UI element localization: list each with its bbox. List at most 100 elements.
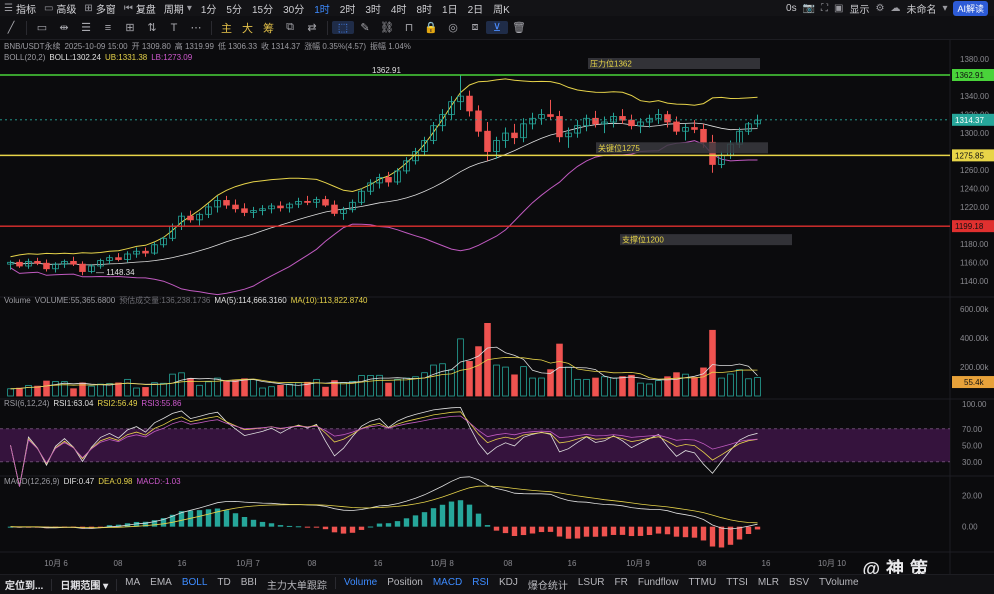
copy-tool-icon[interactable]: ⧉: [286, 21, 294, 33]
timeframe-6[interactable]: 3时: [365, 4, 381, 16]
indicator-7[interactable]: Position: [387, 577, 423, 588]
volume-bar: [88, 385, 95, 397]
indicator-16[interactable]: TTSI: [726, 577, 748, 588]
indicator-8[interactable]: MACD: [432, 577, 463, 588]
camera-icon[interactable]: 📷: [802, 2, 816, 14]
timeframe-2[interactable]: 15分: [251, 4, 274, 16]
volume-bar: [736, 369, 743, 397]
goto-button[interactable]: 定位到...: [5, 581, 44, 592]
volume-ma5: MA(5):114,666.3160: [214, 296, 287, 305]
volume-bar: [466, 361, 473, 397]
time-tick-label: 16: [374, 559, 383, 568]
indicators-button[interactable]: ☰ 指标: [4, 2, 36, 16]
indicator-4[interactable]: BBI: [240, 577, 257, 588]
timeframe-0[interactable]: 1分: [200, 4, 217, 16]
rsi-band: [0, 428, 950, 462]
indicator-15[interactable]: TTMU: [688, 577, 717, 588]
macd-tick-label: 20.00: [962, 492, 983, 501]
indicator-3[interactable]: TD: [217, 577, 231, 588]
macd-histogram-bar: [466, 504, 473, 527]
indicator-2[interactable]: BOLL: [181, 577, 208, 588]
candle-body: [457, 95, 464, 103]
line-tool-icon[interactable]: ╱: [7, 22, 15, 34]
indicator-11[interactable]: 爆仓统计: [527, 581, 568, 592]
timeframe-list: 1分 5分 15分 30分 1时 2时 3时 4时 8时 1日 2日 周K: [196, 1, 515, 16]
timeframe-5[interactable]: 2时: [339, 4, 356, 16]
timeframe-9[interactable]: 1日: [442, 4, 458, 16]
ruler-tool-icon[interactable]: ⊞: [125, 22, 135, 34]
volume-bar: [277, 385, 284, 397]
volume-bar: [430, 364, 437, 397]
macd-histogram-bar: [583, 526, 590, 537]
indicator-0[interactable]: MA: [125, 577, 141, 588]
candle-body: [286, 203, 293, 209]
volume-bar: [25, 385, 32, 397]
volume-bar: [331, 380, 338, 397]
rectangle-tool-icon[interactable]: ▭: [36, 22, 48, 34]
volume-bar: [34, 385, 41, 397]
layers-tool-icon[interactable]: ⧈: [471, 21, 479, 33]
fib-levels-tool-icon[interactable]: ≡: [104, 21, 112, 34]
level-tag-text-support: 1199.18: [955, 222, 984, 231]
indicator-5[interactable]: 主力大单跟踪: [266, 581, 327, 592]
timeframe-8[interactable]: 8时: [416, 4, 433, 16]
link-tool-icon[interactable]: ⛓: [380, 22, 394, 34]
pen-tool-icon[interactable]: ✎: [360, 22, 370, 34]
filter-tool-icon[interactable]: ⊻: [486, 21, 508, 34]
fibonacci-tool-icon[interactable]: ☰: [81, 22, 91, 34]
indicator-9[interactable]: RSI: [472, 577, 489, 588]
candle-body: [250, 210, 257, 213]
macd-histogram-bar: [502, 526, 509, 534]
indicator-13[interactable]: FR: [614, 577, 628, 588]
timeframe-4[interactable]: 1时: [314, 4, 330, 16]
display-button[interactable]: 显示: [849, 4, 870, 16]
macd-histogram-bar: [601, 526, 608, 537]
layout-name[interactable]: 未命名: [906, 4, 937, 16]
time-tick-label: 10月 9: [626, 559, 650, 568]
indicator-19[interactable]: TVolume: [819, 577, 859, 588]
text-tool-icon[interactable]: T: [170, 21, 178, 34]
chart-area[interactable]: 1380.001340.001320.001300.001260.001240.…: [0, 40, 994, 574]
indicator-1[interactable]: EMA: [150, 577, 172, 588]
annotation-text-key: 关键位1275: [598, 143, 640, 153]
main-force-tool[interactable]: 主: [221, 22, 232, 35]
settings-icon[interactable]: ⚙: [875, 2, 885, 14]
horizontal-line-tool-icon[interactable]: ⇹: [59, 22, 69, 34]
multi-window-button[interactable]: ⊞ 多窗: [84, 2, 116, 16]
cloud-icon[interactable]: ☁: [890, 2, 901, 14]
macd-histogram-bar: [196, 510, 203, 527]
volume-bar: [169, 373, 176, 397]
indicator-6[interactable]: Volume: [343, 577, 378, 588]
indicator-10[interactable]: KDJ: [498, 577, 518, 588]
indicator-12[interactable]: LSUR: [577, 577, 605, 588]
chips-tool[interactable]: 筹: [263, 22, 274, 35]
indicator-14[interactable]: Fundflow: [637, 577, 679, 588]
timeframe-11[interactable]: 周K: [493, 4, 510, 16]
advanced-button[interactable]: ▭ 高级: [43, 2, 77, 16]
compare-tool-icon[interactable]: ⇄: [307, 22, 317, 34]
period-dropdown[interactable]: 周期 ▾: [163, 2, 192, 16]
timeframe-7[interactable]: 4时: [390, 4, 407, 16]
lock-tool-icon[interactable]: 🔒: [424, 22, 438, 34]
eye-tool-icon[interactable]: ◎: [448, 22, 458, 34]
replay-button[interactable]: ⏮ 复盘: [123, 2, 156, 16]
more-tool-icon[interactable]: ⋯: [190, 22, 202, 34]
date-range-button[interactable]: 日期范围 ▾: [60, 581, 109, 592]
timeframe-1[interactable]: 5分: [226, 4, 242, 16]
macd-histogram-bar: [511, 526, 518, 537]
indicator-18[interactable]: BSV: [789, 577, 810, 588]
price-tick-label: 1340.00: [960, 92, 989, 101]
timeframe-3[interactable]: 30分: [283, 4, 305, 16]
ai-interpret-button[interactable]: AI解读: [953, 0, 988, 16]
trash-tool-icon[interactable]: 🗑: [512, 22, 526, 34]
timeframe-10[interactable]: 2日: [467, 4, 484, 16]
fullscreen-icon[interactable]: ⛶: [821, 2, 829, 14]
volume-bar: [322, 386, 329, 397]
magnet-tool-icon[interactable]: ⊓: [404, 22, 414, 34]
indicator-17[interactable]: MLR: [757, 577, 780, 588]
pattern-tool-icon[interactable]: ⇅: [147, 22, 157, 34]
cursor-tool-icon[interactable]: ⬚: [332, 21, 354, 34]
price-chart-svg[interactable]: 1380.001340.001320.001300.001260.001240.…: [0, 40, 994, 574]
replay-icon: ⏮: [123, 2, 133, 14]
large-order-tool[interactable]: 大: [242, 22, 253, 35]
